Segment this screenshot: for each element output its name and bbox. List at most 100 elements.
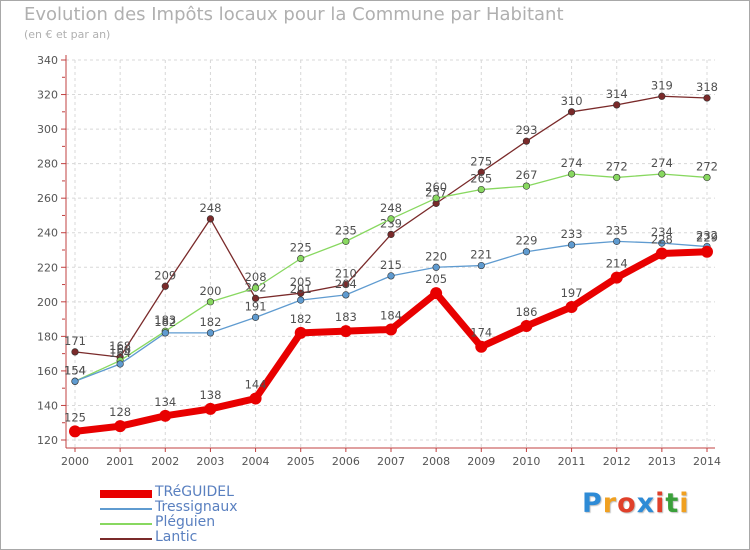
- data-label: 168: [109, 339, 131, 353]
- x-tick-label: 2010: [512, 455, 540, 468]
- data-label: 265: [470, 172, 492, 186]
- chart-title: Evolution des Impôts locaux pour la Comm…: [24, 4, 564, 25]
- data-label: 138: [199, 388, 221, 402]
- data-label: 210: [335, 267, 357, 281]
- data-label: 234: [651, 225, 673, 239]
- data-label: 201: [290, 282, 312, 296]
- data-point: [297, 255, 305, 263]
- data-label: 274: [561, 156, 583, 170]
- data-label: 310: [561, 94, 583, 108]
- data-label: 128: [109, 405, 131, 419]
- data-label: 318: [696, 80, 718, 94]
- data-label: 174: [470, 326, 492, 340]
- data-point: [703, 94, 711, 102]
- data-label: 164: [109, 346, 131, 360]
- data-point: [206, 298, 215, 306]
- y-tick-label: 300: [37, 123, 58, 136]
- logo-letter: r: [602, 488, 618, 519]
- data-point: [251, 313, 260, 321]
- data-point: [387, 215, 395, 223]
- chart-legend: TRéGUIDEL Tressignaux Pléguien Lantic: [100, 484, 300, 546]
- data-point: [658, 170, 666, 178]
- data-label: 183: [335, 310, 357, 324]
- logo-letter: i: [655, 488, 666, 519]
- x-tick-label: 2008: [422, 455, 450, 468]
- data-point: [567, 108, 576, 116]
- data-label: 260: [425, 180, 447, 194]
- y-tick-label: 260: [37, 192, 58, 205]
- data-label: 221: [470, 248, 492, 262]
- legend-swatch: [100, 490, 152, 498]
- x-tick-label: 2002: [151, 455, 179, 468]
- data-point: [703, 173, 711, 182]
- data-point: [387, 272, 395, 280]
- x-tick-label: 2012: [603, 455, 631, 468]
- data-label: 239: [380, 216, 402, 230]
- data-label: 182: [154, 315, 176, 329]
- data-label: 314: [606, 87, 628, 101]
- data-point: [342, 237, 350, 245]
- data-label: 248: [199, 201, 221, 215]
- data-label: 125: [64, 410, 86, 424]
- data-point: [567, 241, 576, 249]
- data-label: 182: [290, 312, 312, 326]
- data-point: [251, 294, 260, 302]
- x-tick-label: 2011: [558, 455, 586, 468]
- logo-letter: t: [665, 488, 680, 519]
- data-label: 134: [154, 395, 176, 409]
- legend-label: Pléguien: [155, 514, 216, 530]
- data-point: [432, 194, 440, 202]
- data-label: 182: [199, 315, 221, 329]
- data-point: [204, 402, 217, 415]
- data-label: 171: [64, 334, 86, 348]
- data-label: 229: [696, 231, 718, 245]
- data-label: 232: [696, 229, 718, 243]
- data-point: [613, 173, 621, 182]
- data-point: [477, 185, 485, 194]
- legend-label: Tressignaux: [155, 499, 238, 515]
- logo-letter: P: [582, 488, 603, 519]
- x-tick-label: 2003: [196, 455, 224, 468]
- data-point: [613, 101, 621, 109]
- logo-letter: o: [617, 488, 637, 519]
- legend-label: TRéGUIDEL: [155, 484, 234, 500]
- y-tick-label: 200: [37, 296, 58, 309]
- x-tick-label: 2005: [287, 455, 315, 468]
- data-point: [477, 261, 485, 270]
- data-point: [475, 340, 488, 353]
- y-tick-label: 120: [37, 434, 58, 447]
- data-label: 154: [64, 363, 86, 377]
- data-point: [297, 296, 305, 304]
- data-point: [432, 263, 440, 271]
- data-label: 248: [380, 201, 402, 215]
- data-label: 144: [245, 378, 267, 392]
- x-tick-label: 2009: [467, 455, 495, 468]
- legend-swatch: [100, 538, 152, 540]
- data-label: 214: [606, 257, 628, 271]
- y-tick-label: 240: [37, 227, 58, 240]
- data-label: 200: [199, 284, 221, 298]
- data-point: [520, 320, 533, 332]
- data-label: 220: [425, 249, 447, 263]
- data-label: 209: [154, 268, 176, 282]
- data-point: [339, 325, 352, 338]
- data-point: [655, 247, 668, 260]
- proxiti-logo: Proxiti: [582, 488, 690, 519]
- data-label: 186: [515, 305, 537, 319]
- data-point: [116, 360, 124, 368]
- y-tick-label: 180: [37, 330, 58, 343]
- data-label: 166: [109, 343, 131, 357]
- legend-label: Lantic: [155, 529, 198, 545]
- data-label: 229: [515, 234, 537, 248]
- data-label: 154: [64, 363, 86, 377]
- data-point: [114, 420, 127, 433]
- y-tick-label: 340: [37, 54, 58, 67]
- y-tick-label: 320: [37, 89, 58, 102]
- y-tick-label: 160: [37, 365, 58, 378]
- data-label: 204: [335, 277, 357, 291]
- x-tick-label: 2013: [648, 455, 676, 468]
- data-label: 215: [380, 258, 402, 272]
- data-point: [159, 409, 172, 422]
- data-point: [206, 329, 215, 337]
